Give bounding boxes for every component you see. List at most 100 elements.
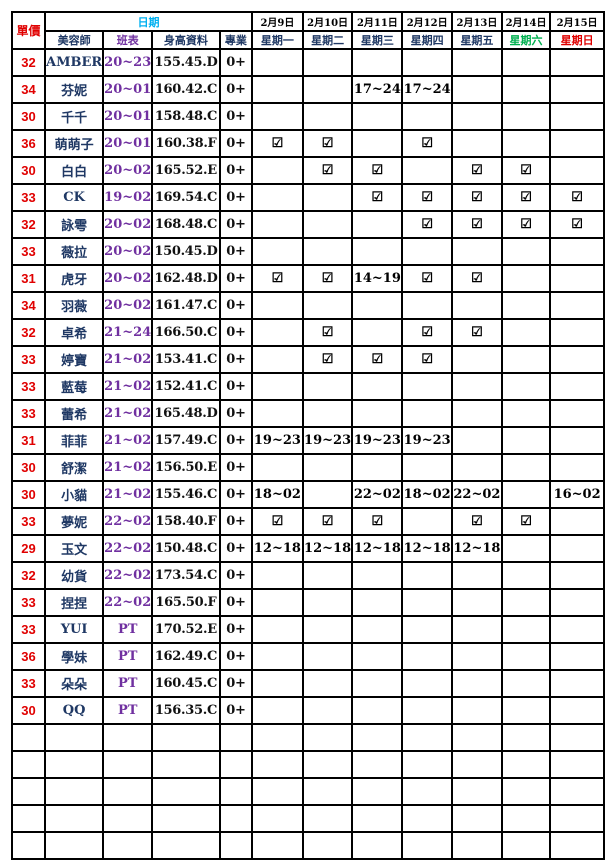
schedule-cell: 14~19 <box>351 264 404 293</box>
weekday-header: 星期二 <box>301 30 354 50</box>
name-cell: AMBER <box>43 48 105 77</box>
table-row: 33 婷寶 21~02 153.41.C 0+ ☑ ☑ ☑ <box>11 345 605 374</box>
schedule-cell <box>549 102 605 131</box>
schedule-cell: 12~18 <box>301 534 354 563</box>
pro-cell: 0+ <box>218 318 254 347</box>
name-cell: 舒潔 <box>43 453 105 482</box>
schedule-cell <box>401 669 454 698</box>
pro-cell: 0+ <box>218 129 254 158</box>
schedule-cell <box>351 399 404 428</box>
check-icon: ☑ <box>500 183 552 212</box>
empty-row <box>11 723 605 752</box>
price-cell: 34 <box>11 75 46 104</box>
schedule-cell <box>351 453 404 482</box>
schedule-cell <box>351 696 404 725</box>
schedule-cell <box>251 615 304 644</box>
schedule-cell <box>351 237 404 266</box>
schedule-cell <box>351 129 404 158</box>
check-icon: ☑ <box>351 183 404 212</box>
schedule-table: 單價 日期 2月9日 2月10日 2月11日 2月12日 2月13日 2月14日 2月15日… <box>11 11 605 860</box>
schedule-cell <box>500 453 552 482</box>
pro-cell: 0+ <box>218 642 254 671</box>
schedule-cell <box>251 588 304 617</box>
check-icon: ☑ <box>251 507 304 536</box>
empty-cell <box>11 750 46 779</box>
schedule-cell <box>301 453 354 482</box>
check-icon: ☑ <box>451 156 503 185</box>
schedule-cell: 16~02 <box>549 480 605 509</box>
table-row: 33 CK 19~02 169.54.C 0+ ☑ ☑ ☑ ☑ ☑ <box>11 183 605 212</box>
check-icon: ☑ <box>401 318 454 347</box>
name-cell: 捏捏 <box>43 588 105 617</box>
schedule-cell <box>549 696 605 725</box>
height-cell: 160.45.C <box>151 669 221 698</box>
table-row: 32 詠雩 20~02 168.48.C 0+ ☑ ☑ ☑ ☑ <box>11 210 605 239</box>
empty-cell <box>500 804 552 833</box>
height-cell: 165.50.F <box>151 588 221 617</box>
schedule-cell <box>401 291 454 320</box>
empty-cell <box>218 804 254 833</box>
check-icon: ☑ <box>251 129 304 158</box>
shift-cell: 21~24 <box>102 318 154 347</box>
schedule-cell <box>500 372 552 401</box>
pro-cell: 0+ <box>218 102 254 131</box>
schedule-cell: 12~18 <box>401 534 454 563</box>
column-header: 班表 <box>102 30 154 50</box>
empty-cell <box>401 750 454 779</box>
price-cell: 30 <box>11 696 46 725</box>
pro-cell: 0+ <box>218 264 254 293</box>
shift-cell: 19~02 <box>102 183 154 212</box>
empty-cell <box>102 804 154 833</box>
schedule-cell <box>351 561 404 590</box>
pro-cell: 0+ <box>218 48 254 77</box>
check-icon: ☑ <box>401 210 454 239</box>
schedule-cell <box>351 210 404 239</box>
table-row: 33 蕾希 21~02 165.48.D 0+ <box>11 399 605 428</box>
check-icon: ☑ <box>251 264 304 293</box>
name-cell: 芬妮 <box>43 75 105 104</box>
price-cell: 36 <box>11 129 46 158</box>
column-header: 美容師 <box>43 30 105 50</box>
schedule-cell <box>549 291 605 320</box>
shift-cell: 21~02 <box>102 426 154 455</box>
price-cell: 30 <box>11 156 46 185</box>
schedule-cell <box>251 75 304 104</box>
name-cell: 藍莓 <box>43 372 105 401</box>
empty-cell <box>151 750 221 779</box>
price-cell: 33 <box>11 588 46 617</box>
height-cell: 158.48.C <box>151 102 221 131</box>
schedule-cell <box>451 129 503 158</box>
empty-cell <box>500 750 552 779</box>
price-cell: 33 <box>11 372 46 401</box>
schedule-cell <box>500 318 552 347</box>
schedule-cell: 19~23 <box>301 426 354 455</box>
pro-cell: 0+ <box>218 426 254 455</box>
height-cell: 150.45.D <box>151 237 221 266</box>
empty-cell <box>251 723 304 752</box>
schedule-cell <box>451 345 503 374</box>
pro-cell: 0+ <box>218 507 254 536</box>
pro-cell: 0+ <box>218 696 254 725</box>
check-icon: ☑ <box>549 183 605 212</box>
schedule-cell <box>301 102 354 131</box>
schedule-cell <box>401 372 454 401</box>
weekday-header: 星期三 <box>351 30 404 50</box>
weekday-header: 星期日 <box>549 30 605 50</box>
schedule-cell <box>401 642 454 671</box>
schedule-cell: 18~02 <box>401 480 454 509</box>
shift-cell: 20~01 <box>102 102 154 131</box>
empty-row <box>11 777 605 806</box>
empty-cell <box>401 723 454 752</box>
check-icon: ☑ <box>351 345 404 374</box>
empty-cell <box>218 750 254 779</box>
empty-cell <box>151 831 221 860</box>
schedule-cell <box>549 642 605 671</box>
empty-cell <box>151 723 221 752</box>
empty-cell <box>451 750 503 779</box>
schedule-cell <box>301 642 354 671</box>
schedule-cell <box>451 615 503 644</box>
table-row: 30 白白 20~02 165.52.E 0+ ☑ ☑ ☑ ☑ <box>11 156 605 185</box>
price-cell: 33 <box>11 399 46 428</box>
date-cell: 2月15日 <box>549 11 605 32</box>
empty-cell <box>549 723 605 752</box>
